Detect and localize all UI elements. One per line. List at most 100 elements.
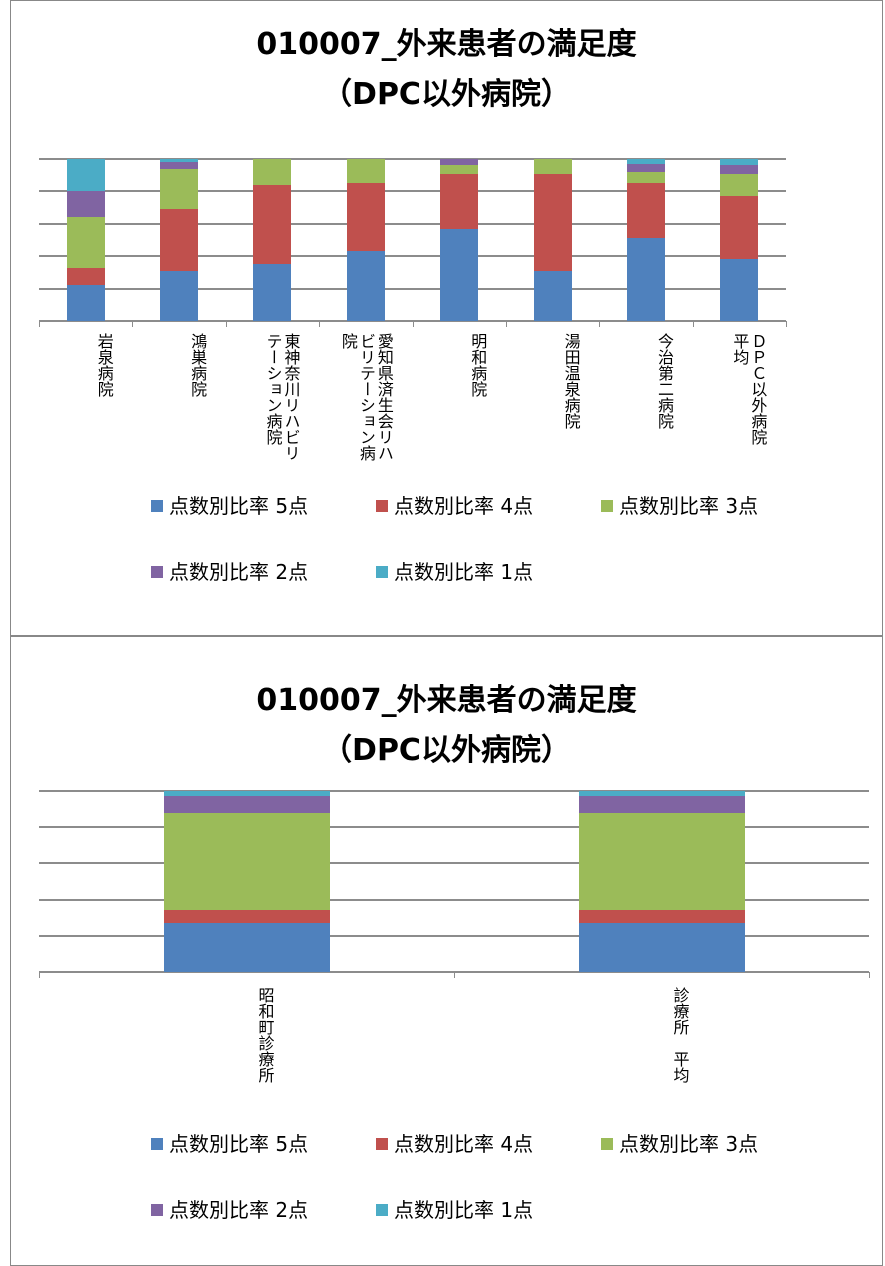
x-tick xyxy=(454,972,455,978)
grid-line xyxy=(39,190,786,193)
legend-label: 点数別比率 5点 xyxy=(169,494,309,518)
chart-title: 010007_外来患者の満足度 xyxy=(256,27,637,62)
bar-segment xyxy=(720,159,759,166)
bar-segment xyxy=(253,159,292,185)
bar-segment xyxy=(160,159,199,163)
grid-line xyxy=(39,222,786,225)
legend-swatch xyxy=(376,1138,388,1150)
x-tick-label: 昭和町診療所 xyxy=(255,987,275,1083)
x-tick-label: 鴻巣病院 xyxy=(188,333,208,397)
bar-segment xyxy=(626,171,665,184)
bar-segment xyxy=(163,923,330,972)
bar-segment xyxy=(578,923,745,972)
bar-segment xyxy=(626,238,665,321)
grid-line xyxy=(39,862,869,865)
x-tick xyxy=(869,972,870,978)
legend-swatch xyxy=(601,1138,613,1150)
chart-subtitle: （DPC以外病院） xyxy=(322,733,571,768)
x-tick-label: ＤＰＣ以外病院 平均 xyxy=(730,333,768,461)
legend-label: 点数別比率 4点 xyxy=(394,494,534,518)
chart-title: 010007_外来患者の満足度 xyxy=(256,683,637,718)
legend-label: 点数別比率 2点 xyxy=(169,560,309,584)
legend-swatch xyxy=(376,500,388,512)
bar-segment xyxy=(440,165,479,174)
bar-segment xyxy=(720,196,759,260)
bar-segment xyxy=(160,162,199,169)
bar-segment xyxy=(440,159,479,166)
bar-segment xyxy=(533,173,572,271)
bar-segment xyxy=(626,163,665,172)
grid-line xyxy=(39,934,869,937)
x-tick xyxy=(692,321,694,327)
bar-segment xyxy=(163,910,330,924)
legend-label: 点数別比率 3点 xyxy=(619,1132,759,1156)
bar-segment xyxy=(66,217,105,268)
bar-segment xyxy=(533,159,572,174)
x-tick xyxy=(599,321,601,327)
bar-segment xyxy=(533,270,572,321)
x-tick xyxy=(132,321,134,327)
bar-segment xyxy=(720,259,759,321)
bar-segment xyxy=(346,183,385,252)
legend-swatch xyxy=(151,1138,163,1150)
bar-segment xyxy=(440,173,479,229)
x-tick-label: 今治第二病院 xyxy=(654,333,674,429)
x-tick xyxy=(505,321,507,327)
legend-swatch xyxy=(376,1204,388,1216)
bar-segment xyxy=(253,184,292,265)
legend-swatch xyxy=(151,1204,163,1216)
x-tick-label: 愛知県済生会リハビリテーション病院 xyxy=(338,333,394,461)
bar-segment xyxy=(578,796,745,813)
bar-segment xyxy=(160,209,199,271)
bar-segment xyxy=(626,183,665,239)
bar-segment xyxy=(720,165,759,174)
bar-segment xyxy=(160,270,199,321)
bar-segment xyxy=(253,264,292,321)
legend-label: 点数別比率 3点 xyxy=(619,494,759,518)
bar-segment xyxy=(720,173,759,197)
grid-line xyxy=(39,158,786,160)
bar-segment xyxy=(163,796,330,813)
bar-segment xyxy=(578,910,745,924)
legend-label: 点数別比率 5点 xyxy=(169,1132,309,1156)
legend-swatch xyxy=(151,566,163,578)
bar-segment xyxy=(626,159,665,164)
x-tick xyxy=(39,321,40,327)
grid-line xyxy=(39,255,786,258)
bar-segment xyxy=(578,791,745,797)
bar-segment xyxy=(66,267,105,286)
grid-line xyxy=(39,790,869,792)
x-tick xyxy=(412,321,414,327)
grid-line xyxy=(39,287,786,290)
bar-segment xyxy=(163,812,330,911)
legend-label: 点数別比率 1点 xyxy=(394,560,534,584)
bar-segment xyxy=(66,159,105,192)
x-tick-label: 湯田温泉病院 xyxy=(561,333,581,429)
x-tick xyxy=(319,321,321,327)
bar-segment xyxy=(66,191,105,218)
bar-segment xyxy=(346,251,385,321)
legend-swatch xyxy=(376,566,388,578)
x-tick-label: 明和病院 xyxy=(468,333,488,397)
x-tick-label: 東神奈川リハビリテーション病院 xyxy=(263,333,301,461)
bar-segment xyxy=(440,228,479,321)
legend-label: 点数別比率 4点 xyxy=(394,1132,534,1156)
bar-segment xyxy=(346,159,385,184)
x-tick xyxy=(39,972,40,978)
bar-segment xyxy=(66,285,105,321)
bar-segment xyxy=(160,168,199,210)
legend-label: 点数別比率 2点 xyxy=(169,1198,309,1222)
legend-label: 点数別比率 1点 xyxy=(394,1198,534,1222)
bar-segment xyxy=(578,812,745,911)
x-tick xyxy=(225,321,227,327)
x-tick xyxy=(786,321,787,327)
grid-line xyxy=(39,826,869,829)
x-tick-label: 岩泉病院 xyxy=(94,333,114,397)
chart-panel: 010007_外来患者の満足度 （DPC以外病院） 岩泉病院 鴻巣病院 東神奈川リハビリ… xyxy=(10,0,883,636)
chart-panel: 010007_外来患者の満足度 （DPC以外病院） 昭和町診療所 診療所 平均点数別比… xyxy=(10,636,883,1266)
bar-segment xyxy=(163,791,330,797)
legend-swatch xyxy=(601,500,613,512)
grid-line xyxy=(39,898,869,901)
x-tick-label: 診療所 平均 xyxy=(670,987,690,1083)
